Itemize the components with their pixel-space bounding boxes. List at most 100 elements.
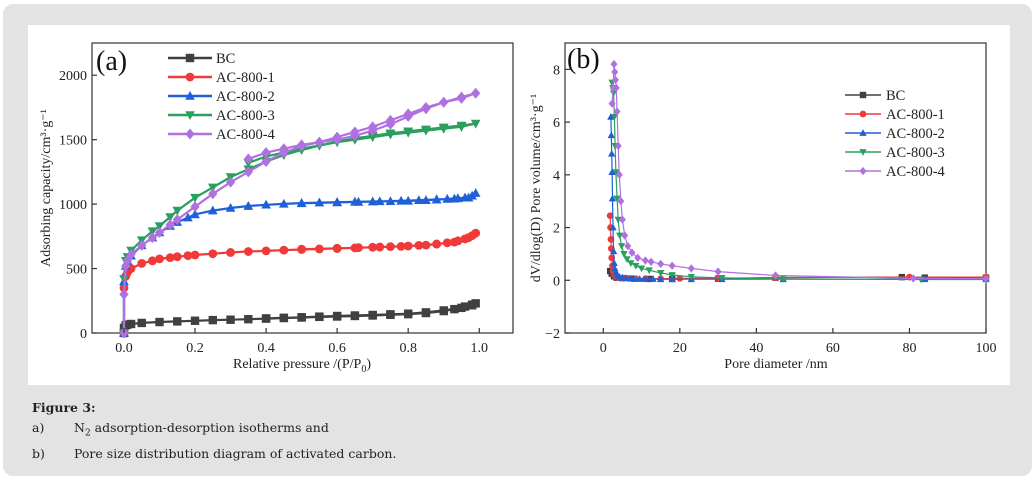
data-point (296, 139, 307, 151)
data-point (190, 209, 200, 219)
data-point (607, 112, 615, 120)
chart-b: 0 20 40 60 80 100 −2 0 2 4 6 8 (b) Pore diameter /… (529, 42, 997, 372)
legend-label: AC-800-1 (886, 107, 945, 123)
data-point (165, 213, 175, 223)
y-tick-label: 8 (553, 63, 560, 78)
data-point (368, 310, 377, 320)
legend-label: AC-800-4 (886, 164, 946, 180)
data-point (613, 107, 621, 116)
data-point (332, 134, 342, 146)
data-point (243, 166, 253, 178)
data-point (439, 96, 449, 108)
data-point (183, 251, 193, 261)
data-point (403, 128, 414, 138)
data-point (614, 141, 622, 150)
data-point (668, 272, 676, 279)
data-point (657, 259, 665, 269)
legend-a: BC AC-800-1 AC-800-2 AC-800-3 AC-800-4 (168, 51, 276, 143)
data-point (687, 264, 695, 273)
data-point (137, 239, 147, 251)
data-point (657, 270, 665, 277)
series-ac-800-4 (608, 59, 990, 283)
data-point (471, 228, 481, 238)
legend-marker (185, 90, 195, 100)
series-group-a (119, 87, 481, 339)
x-tick-label: 1.0 (470, 341, 488, 356)
data-point (385, 196, 396, 206)
data-point (403, 241, 413, 251)
data-point (296, 198, 307, 208)
data-point (172, 206, 183, 216)
data-point (126, 319, 136, 329)
data-point (470, 188, 481, 197)
data-point (208, 249, 218, 259)
data-point (279, 313, 289, 322)
data-point (261, 147, 271, 159)
data-point (449, 193, 460, 203)
data-point (403, 309, 413, 318)
data-point (385, 130, 396, 140)
legend-label: AC-800-3 (886, 145, 945, 161)
data-point (190, 316, 200, 325)
data-point (439, 306, 448, 315)
x-axis-title-b: Pore diameter /nm (724, 357, 828, 372)
data-point (261, 199, 271, 209)
y-tick-label: 4 (553, 169, 560, 184)
data-point (467, 301, 477, 310)
data-point (611, 67, 619, 77)
legend-label: BC (216, 51, 235, 67)
caption-item-b: b) Pore size distribution diagram of act… (32, 444, 396, 464)
data-point (632, 262, 640, 270)
series-line (122, 302, 477, 333)
data-point (421, 126, 431, 136)
data-point (226, 315, 235, 324)
data-point (243, 247, 253, 256)
legend-item: AC-800-3 (845, 145, 945, 161)
data-point (354, 243, 363, 253)
data-point (649, 275, 657, 282)
data-point (279, 143, 289, 155)
data-point (374, 196, 385, 206)
data-point (261, 246, 271, 256)
data-point (207, 205, 218, 215)
data-point (243, 153, 253, 165)
data-point (165, 219, 175, 231)
data-point (628, 248, 636, 257)
data-point (432, 239, 442, 249)
data-point (147, 227, 158, 237)
legend-marker (859, 166, 867, 176)
legend-marker (185, 72, 195, 82)
y-ticks-a: 0 500 1000 1500 2000 (59, 69, 97, 342)
data-point (315, 312, 324, 321)
data-point (616, 232, 624, 240)
x-tick-label: 20 (673, 341, 687, 356)
data-point (119, 288, 129, 300)
data-point (386, 242, 395, 252)
y-tick-label: 1500 (59, 134, 87, 149)
data-point (386, 310, 395, 319)
data-point (208, 188, 218, 200)
data-point (624, 241, 632, 251)
data-point (190, 193, 200, 203)
data-point (350, 311, 360, 320)
data-point (208, 315, 217, 325)
legend-item: AC-800-4 (168, 127, 276, 143)
caption-title: Figure 3: (32, 400, 96, 415)
data-point (297, 244, 307, 254)
data-point (207, 183, 218, 193)
series-bc (119, 299, 480, 338)
legend-item: AC-800-1 (845, 107, 945, 123)
data-point (635, 275, 644, 282)
data-point (173, 317, 182, 326)
data-point (623, 256, 631, 264)
x-tick-label: 0 (600, 341, 607, 356)
data-point (314, 197, 325, 207)
data-point (421, 308, 431, 317)
data-point (982, 274, 990, 283)
series-ac-800-1 (606, 212, 990, 283)
legend-item: AC-800-4 (845, 164, 946, 180)
x-tick-label: 80 (902, 341, 916, 356)
data-point (368, 242, 378, 252)
legend-label: AC-800-2 (216, 89, 275, 105)
